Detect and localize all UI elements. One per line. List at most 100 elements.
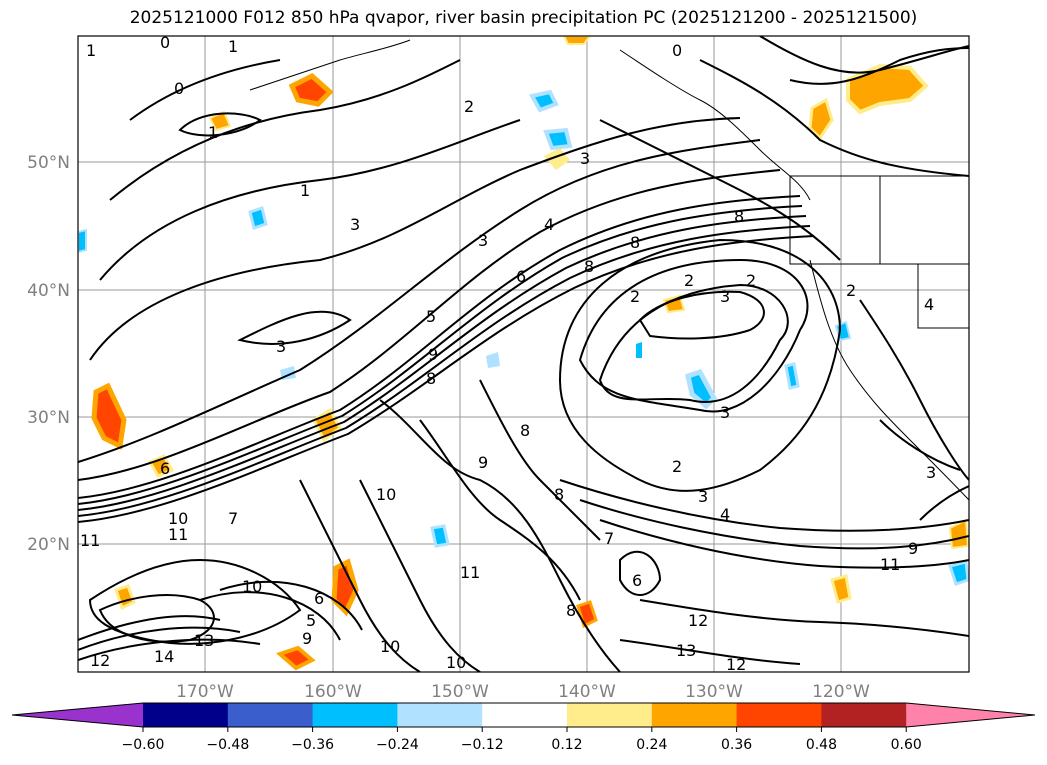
precip-patch-negative	[784, 362, 800, 390]
contour-label: 11	[880, 555, 900, 574]
colorbar-tick-label: −0.48	[206, 737, 249, 753]
colorbar-tick-label: 0.24	[636, 737, 667, 753]
contour-label: 2	[846, 281, 856, 300]
contour-label: 2	[746, 271, 756, 290]
contour-label: 8	[566, 601, 576, 620]
contour-label: 11	[80, 531, 100, 550]
contour-label: 0	[174, 79, 184, 98]
colorbar: −0.60 −0.48 −0.36 −0.24 −0.12 0.12 0.24 0.36 0.4…	[11, 702, 1036, 753]
contour-label: 2	[630, 287, 640, 306]
colorbar-segment	[227, 703, 314, 727]
contour-label: 9	[428, 345, 438, 364]
colorbar-tick-label: 0.60	[891, 737, 922, 753]
colorbar-segment	[821, 703, 907, 727]
lon-label: 150°W	[431, 682, 489, 702]
contour-label: 4	[720, 505, 730, 524]
lon-label: 120°W	[812, 682, 870, 702]
precip-patch-negative	[948, 560, 969, 586]
colorbar-segment	[482, 703, 568, 727]
precip-patch-negative	[78, 228, 87, 254]
contour-label: 8	[520, 421, 530, 440]
contour-label: 6	[314, 589, 324, 608]
lat-label: 40°N	[27, 281, 70, 301]
contour-label: 1	[86, 41, 96, 60]
contour-label: 6	[160, 459, 170, 478]
colorbar-tick-label: −0.24	[376, 737, 419, 753]
lon-label: 170°W	[176, 682, 234, 702]
contour-label: 4	[924, 295, 934, 314]
map-title: 2025121000 F012 850 hPa qvapor, river ba…	[129, 8, 918, 28]
contour-labels: 1 0 1 0 2 0 1 3 3 4 3 6 5 8 8 2 2 3 2 3 …	[80, 33, 936, 674]
colorbar-tick-label: 0.48	[806, 737, 837, 753]
contour-label: 7	[604, 529, 614, 548]
contour-label: 3	[720, 403, 730, 422]
precip-patch-positive	[288, 73, 334, 107]
precip-patch-positive	[830, 574, 852, 604]
contour-label: 2	[672, 457, 682, 476]
colorbar-segment	[143, 703, 229, 727]
colorbar-tick-label: −0.12	[461, 737, 504, 753]
contour-label: 8	[554, 485, 564, 504]
latitude-labels: 50°N 40°N 30°N 20°N	[27, 153, 70, 555]
precip-patch-negative	[486, 352, 500, 368]
lat-label: 50°N	[27, 153, 70, 173]
contour-label: 3	[926, 463, 936, 482]
precip-patch-negative	[248, 206, 268, 230]
contour-label: 10	[168, 509, 188, 528]
colorbar-tick-label: 0.12	[551, 737, 582, 753]
lat-label: 30°N	[27, 408, 70, 428]
colorbar-segment	[651, 703, 738, 727]
precip-patch-positive	[948, 518, 969, 550]
contour-label: 9	[478, 453, 488, 472]
contour-label: 7	[228, 509, 238, 528]
contour-label: 0	[160, 33, 170, 52]
colorbar-tick-label: −0.36	[291, 737, 334, 753]
contour-label: 11	[460, 563, 480, 582]
precip-patch-negative	[430, 524, 450, 548]
precip-patch-negative	[528, 89, 559, 113]
contour-label: 8	[734, 207, 744, 226]
precip-patch-positive	[331, 558, 359, 617]
contour-label: 8	[584, 257, 594, 276]
contour-label: 10	[446, 653, 466, 672]
precip-patch-positive	[562, 36, 592, 45]
contour-label: 5	[306, 611, 316, 630]
contour-label: 1	[228, 37, 238, 56]
contour-label: 12	[90, 651, 110, 670]
contour-label: 9	[908, 539, 918, 558]
longitude-labels: 170°W 160°W 150°W 140°W 130°W 120°W	[176, 682, 870, 702]
contour-label: 2	[464, 97, 474, 116]
precip-patch-positive	[91, 382, 127, 450]
contour-label: 10	[242, 577, 262, 596]
colorbar-extend-high	[906, 703, 1035, 727]
colorbar-segment	[312, 703, 398, 727]
colorbar-extend-low	[12, 703, 143, 727]
contour-label: 10	[376, 485, 396, 504]
colorbar-segment	[397, 703, 483, 727]
contour-label: 12	[726, 655, 746, 674]
contour-label: 3	[276, 337, 286, 356]
graticule	[78, 36, 969, 672]
contour-label: 13	[676, 641, 696, 660]
contour-label: 0	[672, 41, 682, 60]
contour-label: 8	[630, 233, 640, 252]
qvapor-contours	[78, 36, 969, 672]
precip-patch-positive	[276, 645, 316, 671]
contour-label: 9	[302, 629, 312, 648]
contour-label: 3	[350, 215, 360, 234]
map-frame	[77, 35, 970, 673]
contour-label: 2	[684, 271, 694, 290]
map-content: 1 0 1 0 2 0 1 3 3 4 3 6 5 8 8 2 2 3 2 3 …	[78, 33, 969, 674]
contour-label: 6	[516, 267, 526, 286]
contour-label: 1	[208, 123, 218, 142]
contour-label: 5	[426, 307, 436, 326]
contour-label: 13	[194, 631, 214, 650]
lat-label: 20°N	[27, 535, 70, 555]
precip-patch-negative	[543, 127, 573, 151]
contour-label: 3	[720, 287, 730, 306]
contour-label: 12	[688, 611, 708, 630]
coastlines	[249, 39, 969, 501]
contour-label: 10	[380, 637, 400, 656]
colorbar-tick-label: 0.36	[721, 737, 752, 753]
